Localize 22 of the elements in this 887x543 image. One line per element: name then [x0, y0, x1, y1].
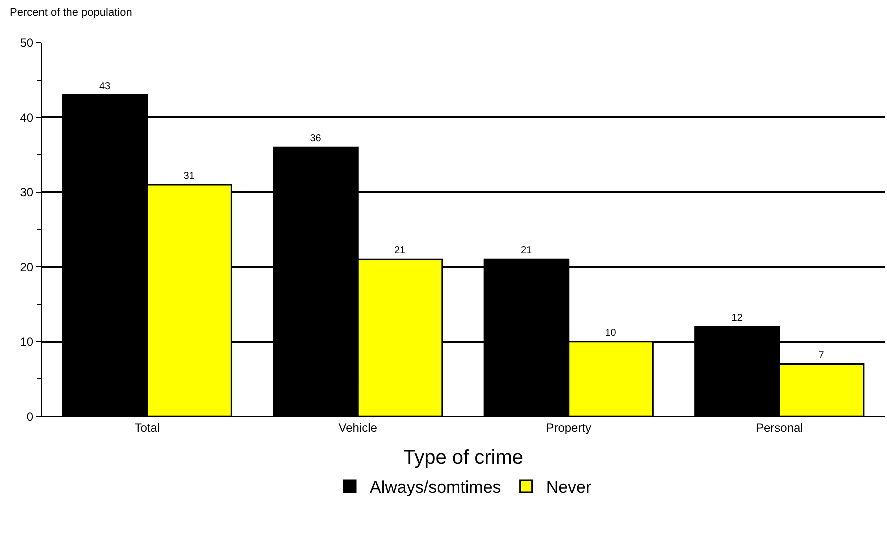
- x-tick-label: Vehicle: [338, 420, 378, 435]
- data-label: 10: [605, 328, 617, 339]
- data-label: 36: [310, 134, 322, 145]
- y-tick-label: 40: [20, 110, 34, 125]
- x-tick-label: Total: [134, 420, 160, 435]
- y-tick-label: 0: [26, 410, 34, 424]
- legend-label: Always/somtimes: [370, 478, 502, 498]
- x-tick-label: Property: [546, 420, 592, 435]
- y-axis-title: Percent of the population: [10, 7, 132, 19]
- data-label: 21: [520, 246, 533, 257]
- data-label: 31: [184, 170, 196, 182]
- x-tick-label: Personal: [756, 420, 804, 435]
- y-tick-label: 50: [20, 36, 34, 50]
- data-label: 21: [394, 246, 406, 257]
- data-label: 12: [732, 312, 744, 324]
- x-axis-title: Type of crime: [403, 446, 524, 469]
- data-label: 7: [818, 350, 825, 362]
- y-tick-label: 30: [20, 186, 34, 200]
- y-tick-label: 20: [20, 260, 34, 274]
- y-tick-label: 10: [20, 335, 34, 350]
- data-label: 43: [99, 81, 112, 92]
- legend-label: Never: [546, 478, 592, 498]
